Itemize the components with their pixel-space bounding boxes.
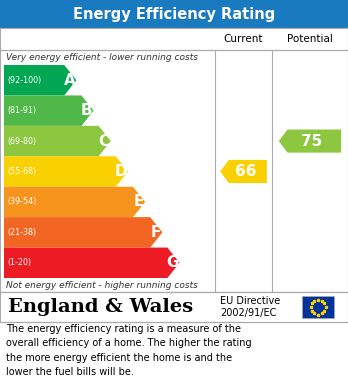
Text: The energy efficiency rating is a measure of the
overall efficiency of a home. T: The energy efficiency rating is a measur… [6, 324, 252, 377]
Text: (92-100): (92-100) [7, 76, 41, 85]
Text: D: D [114, 164, 127, 179]
Polygon shape [279, 129, 341, 152]
Polygon shape [4, 187, 145, 217]
Text: G: G [166, 255, 179, 270]
Polygon shape [4, 95, 94, 126]
Text: B: B [81, 103, 93, 118]
Polygon shape [4, 156, 128, 187]
Text: F: F [151, 225, 161, 240]
Text: 75: 75 [301, 134, 323, 149]
Text: (39-54): (39-54) [7, 197, 36, 206]
Text: 66: 66 [235, 164, 256, 179]
Bar [302, 296, 334, 318]
Polygon shape [4, 217, 163, 248]
Polygon shape [4, 126, 111, 156]
Text: EU Directive
2002/91/EC: EU Directive 2002/91/EC [220, 296, 280, 318]
Bar [0, 292, 348, 322]
Text: Not energy efficient - higher running costs: Not energy efficient - higher running co… [6, 280, 198, 289]
Text: (55-68): (55-68) [7, 167, 36, 176]
Text: (21-38): (21-38) [7, 228, 36, 237]
Text: England & Wales: England & Wales [8, 298, 193, 316]
Text: (1-20): (1-20) [7, 258, 31, 267]
Text: Current: Current [224, 34, 263, 44]
Polygon shape [4, 65, 76, 95]
Bar [0, 28, 348, 292]
Text: E: E [134, 194, 144, 210]
Text: Very energy efficient - lower running costs: Very energy efficient - lower running co… [6, 53, 198, 62]
Text: (69-80): (69-80) [7, 136, 36, 145]
Text: A: A [64, 73, 76, 88]
Text: (81-91): (81-91) [7, 106, 36, 115]
Polygon shape [220, 160, 267, 183]
Bar [0, 28, 348, 50]
Text: Energy Efficiency Rating: Energy Efficiency Rating [73, 7, 275, 22]
Text: C: C [98, 134, 110, 149]
Bar [0, 0, 348, 28]
Text: Potential: Potential [287, 34, 333, 44]
Polygon shape [4, 248, 180, 278]
